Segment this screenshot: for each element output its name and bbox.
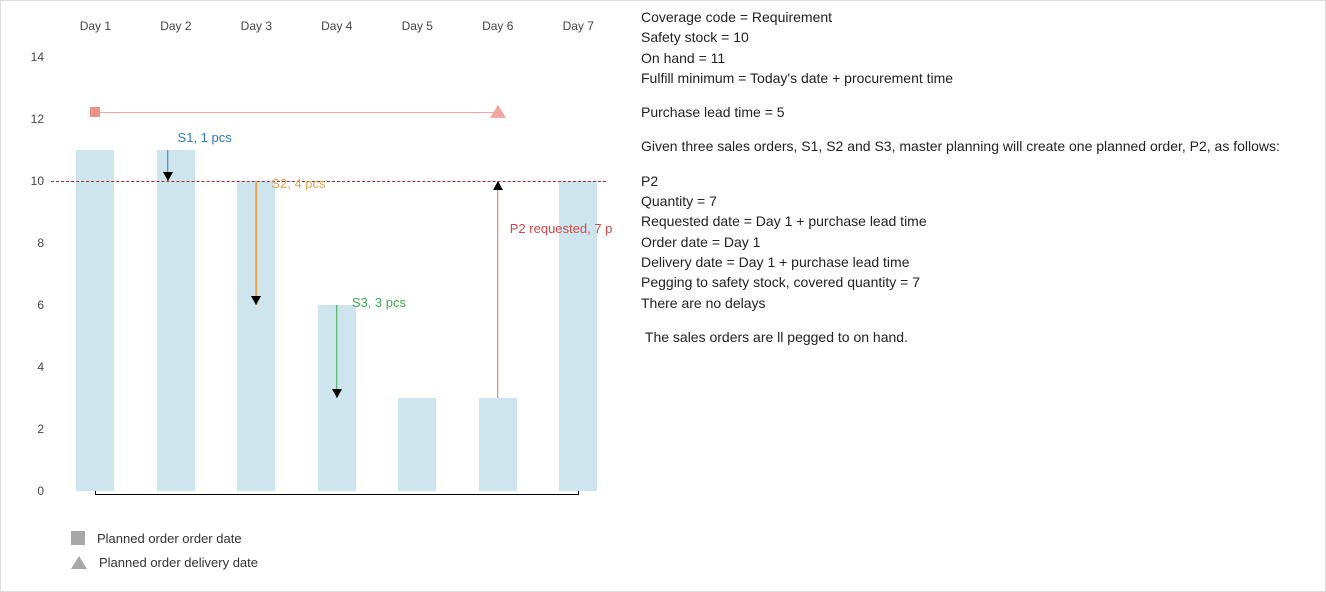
arrow-label-s2: S2, 4 pcs	[271, 176, 325, 191]
description-panel: Coverage code = Requirement Safety stock…	[641, 7, 1311, 347]
y-tick-label: 2	[24, 422, 44, 436]
text-coverage: Coverage code = Requirement	[641, 7, 1311, 27]
arrow-s3	[336, 305, 338, 398]
order-date-marker	[90, 107, 100, 117]
x-tick-label: Day 6	[482, 19, 513, 33]
y-tick-label: 10	[24, 174, 44, 188]
text-p2-qty: Quantity = 7	[641, 191, 1311, 211]
text-safety: Safety stock = 10	[641, 27, 1311, 47]
text-p2-order: Order date = Day 1	[641, 232, 1311, 252]
arrowhead-icon	[493, 181, 503, 190]
text-leadtime: Purchase lead time = 5	[641, 102, 1311, 122]
bar	[157, 150, 195, 491]
y-tick-label: 12	[24, 112, 44, 126]
arrow-label-s1: S1, 1 pcs	[178, 130, 232, 145]
x-axis-baseline	[95, 494, 578, 495]
text-fulfill: Fulfill minimum = Today's date + procure…	[641, 68, 1311, 88]
y-tick-label: 8	[24, 236, 44, 250]
delivery-date-marker	[490, 105, 506, 118]
text-onhand: On hand = 11	[641, 48, 1311, 68]
y-tick-label: 0	[24, 484, 44, 498]
chart-container: 02468101214Day 1Day 2Day 3Day 4Day 5Day …	[41, 11, 606, 491]
triangle-icon	[71, 556, 87, 569]
bar	[76, 150, 114, 491]
x-tick-label: Day 5	[402, 19, 433, 33]
text-p2-peg: Pegging to safety stock, covered quantit…	[641, 272, 1311, 292]
arrowhead-icon	[163, 172, 173, 181]
x-tick-label: Day 2	[160, 19, 191, 33]
chart-plot: 02468101214Day 1Day 2Day 3Day 4Day 5Day …	[51, 41, 606, 491]
text-p2-req: Requested date = Day 1 + purchase lead t…	[641, 211, 1311, 231]
legend-item-order-date: Planned order order date	[71, 526, 258, 550]
arrow-s2	[256, 181, 258, 305]
x-tick-label: Day 7	[563, 19, 594, 33]
y-tick-label: 4	[24, 360, 44, 374]
square-icon	[71, 531, 85, 545]
bar	[479, 398, 517, 491]
legend-label: Planned order delivery date	[99, 555, 258, 570]
x-tick-label: Day 4	[321, 19, 352, 33]
arrowhead-icon	[251, 296, 261, 305]
text-p2-deliv: Delivery date = Day 1 + purchase lead ti…	[641, 252, 1311, 272]
safety-stock-line	[51, 181, 606, 182]
arrow-p2	[497, 181, 499, 398]
y-tick-label: 14	[24, 50, 44, 64]
text-p2-header: P2	[641, 171, 1311, 191]
legend-label: Planned order order date	[97, 531, 242, 546]
legend-item-delivery-date: Planned order delivery date	[71, 550, 258, 574]
y-tick-label: 6	[24, 298, 44, 312]
legend: Planned order order date Planned order d…	[71, 526, 258, 574]
lead-time-line	[95, 112, 497, 113]
arrow-label-s3: S3, 3 pcs	[352, 295, 406, 310]
arrowhead-icon	[332, 389, 342, 398]
text-pegnote: The sales orders are ll pegged to on han…	[641, 327, 1311, 347]
x-tick-label: Day 1	[80, 19, 111, 33]
text-p2-delays: There are no delays	[641, 293, 1311, 313]
x-tick-label: Day 3	[241, 19, 272, 33]
bar	[398, 398, 436, 491]
arrow-label-p2: P2 requested, 7 p	[510, 221, 613, 236]
text-given: Given three sales orders, S1, S2 and S3,…	[641, 136, 1311, 156]
